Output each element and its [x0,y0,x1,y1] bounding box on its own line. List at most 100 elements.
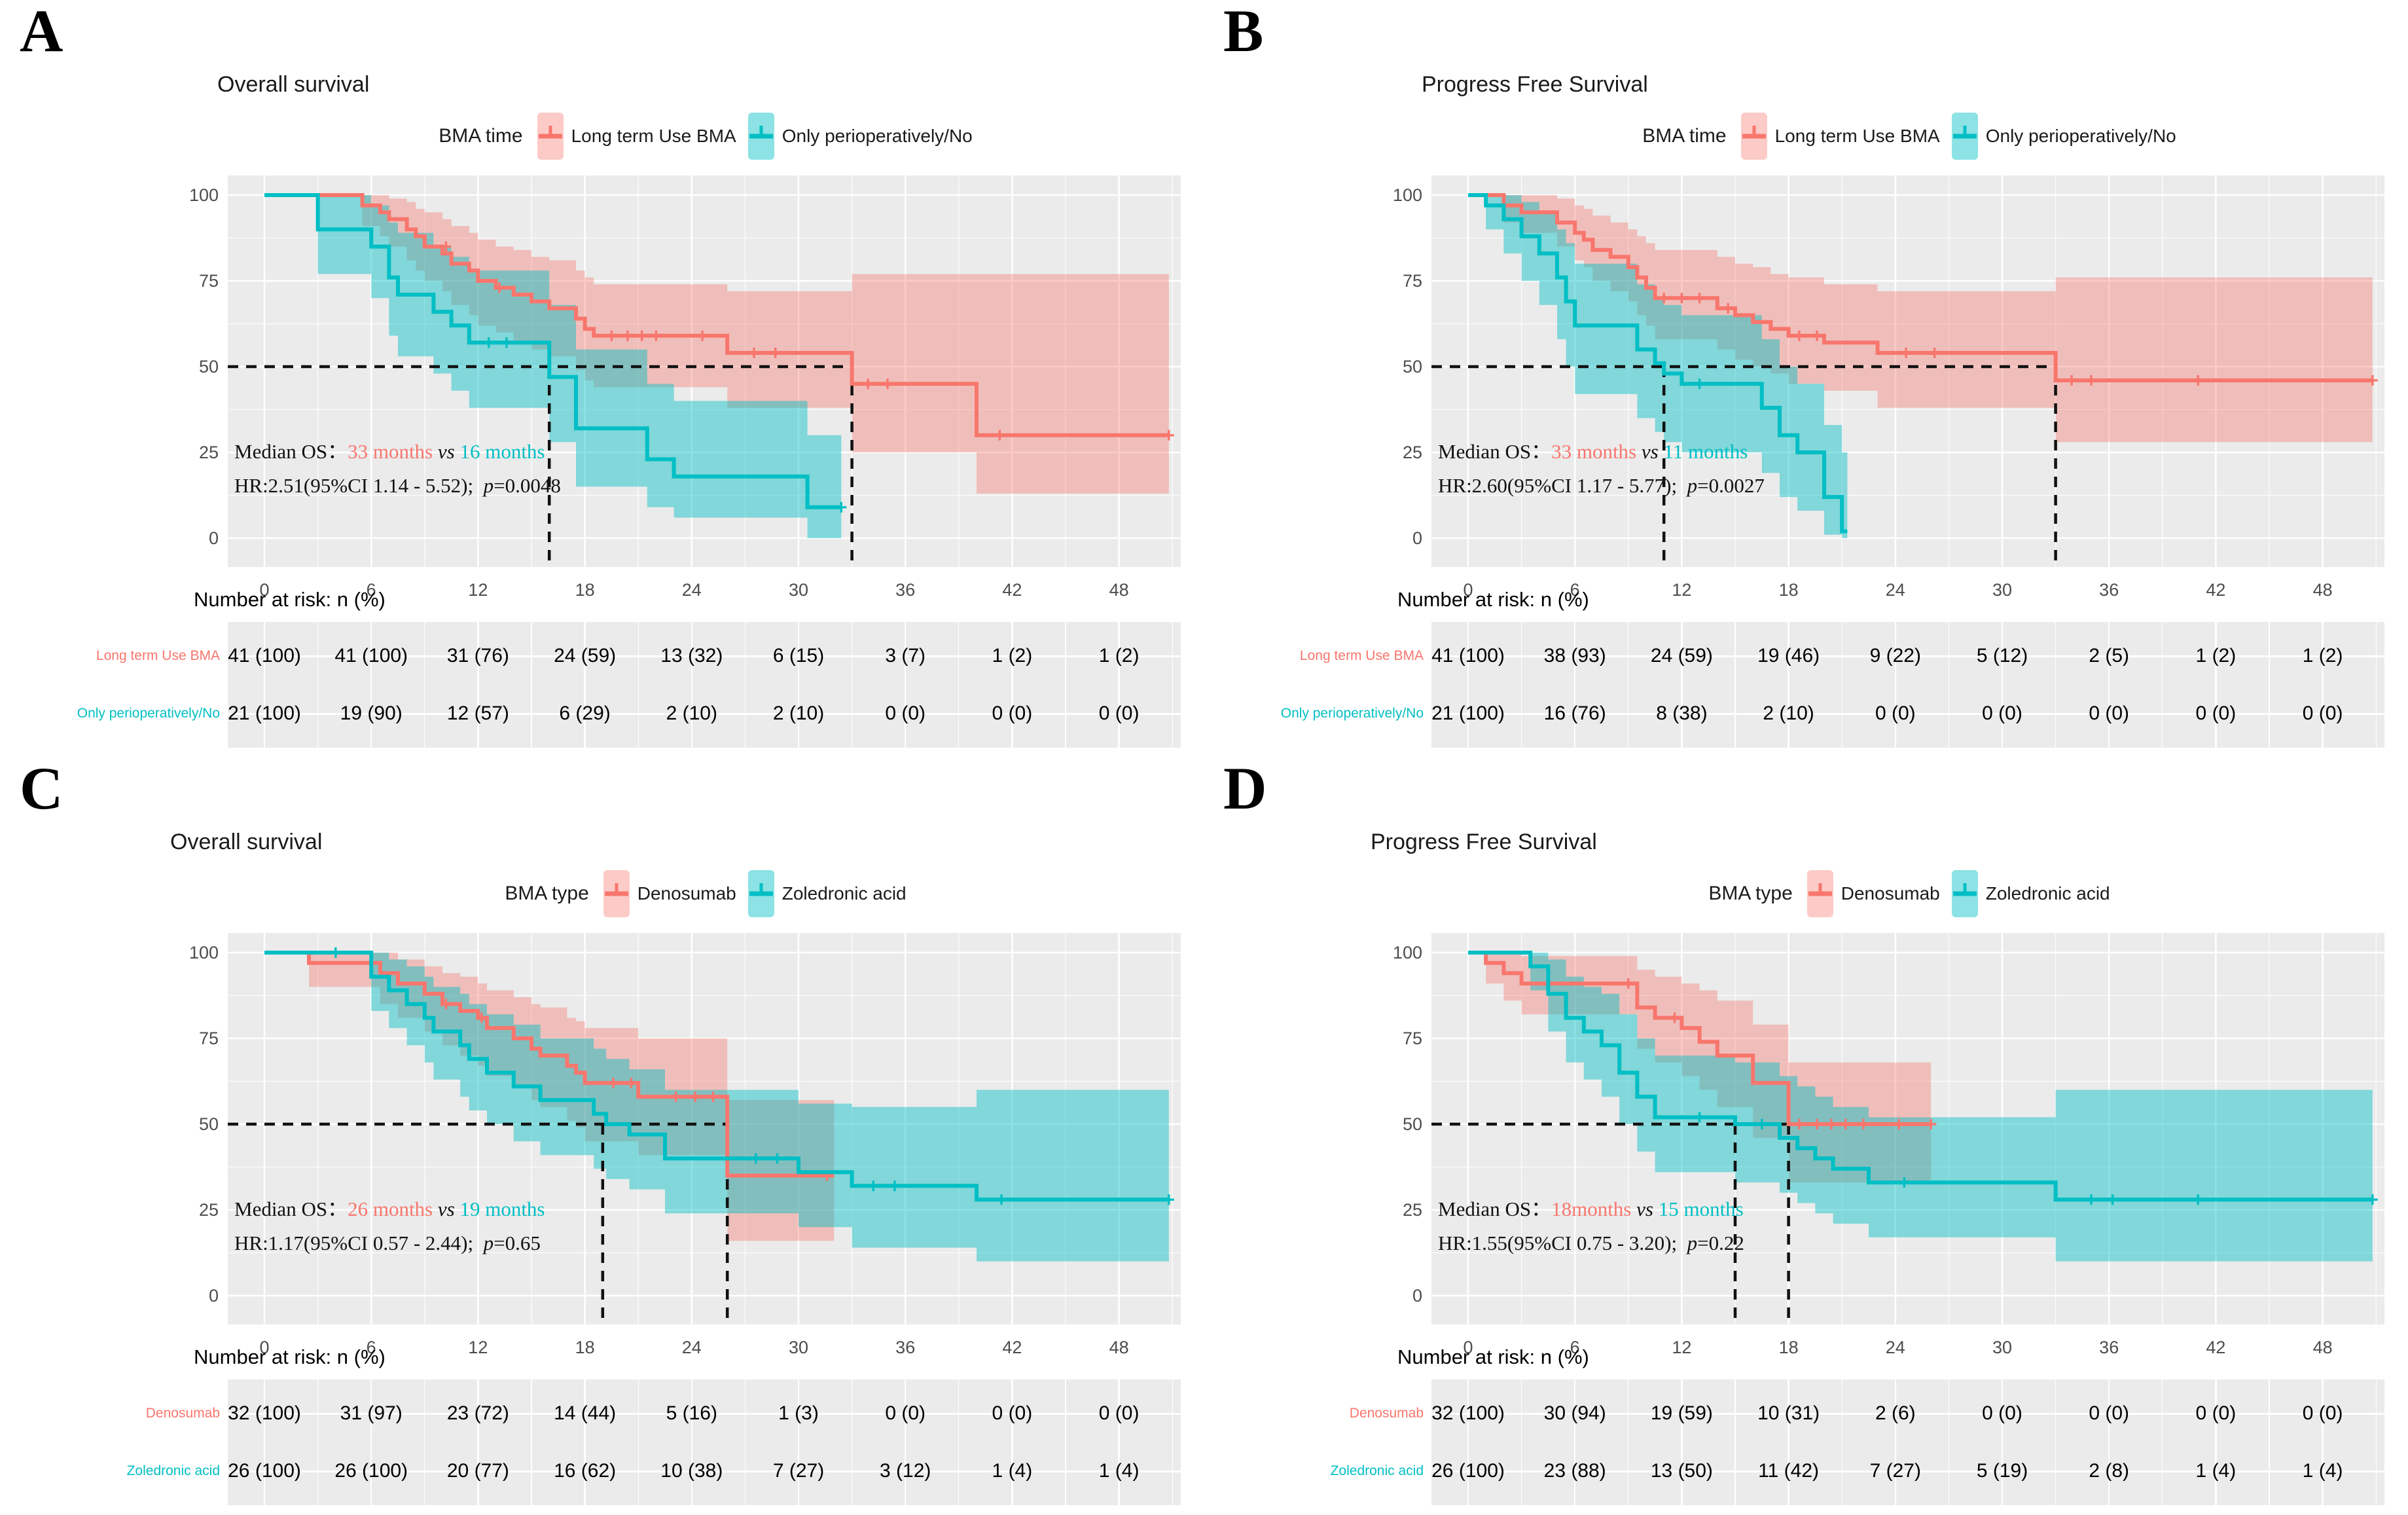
km-curve [264,951,1169,1202]
risk-count: 1 (4) [2302,1460,2343,1482]
risk-grid-line [424,622,425,748]
panel-a: A Overall survival BMA time Long term Use B… [0,0,1204,758]
x-tick-label: 42 [1002,580,1022,600]
hr-text: HR:2.51(95%CI 1.14 - 5.52); [234,474,474,497]
risk-grid-line [2215,622,2217,748]
p-label: p [483,474,494,497]
median-label: Median OS： [1438,440,1552,463]
risk-count: 3 (12) [880,1460,931,1482]
y-tick-label: 75 [1403,271,1422,291]
risk-count: 0 (0) [2195,1402,2237,1424]
legend-entry: Long term Use BMA [536,109,736,164]
y-tick-label: 100 [1393,943,1422,962]
risk-count: 41 (100) [334,645,408,666]
legend-key-icon [1951,870,1978,917]
x-tick-label: 18 [575,580,595,600]
risk-grid-line [1681,622,1683,748]
km-curve [1468,951,2373,1202]
risk-count: 1 (2) [2302,645,2343,666]
median-line: Median OS：26 months vs 19 months [234,1192,545,1226]
y-tick-label: 50 [199,1114,219,1134]
legend: BMA time Long term Use BMA Only perioperat… [229,109,1182,164]
risk-count: 26 (100) [334,1460,408,1482]
risk-count: 24 (59) [554,645,617,666]
p-label: p [1687,474,1698,497]
legend-label: Long term Use BMA [1774,126,1940,146]
risk-count: 23 (88) [1543,1460,1606,1482]
risk-count: 5 (16) [666,1402,717,1424]
legend-label: Only perioperatively/No [782,126,973,146]
risk-grid-line [1172,1379,1173,1505]
risk-grid-line [317,622,319,748]
hr-line: HR:2.60(95%CI 1.17 - 5.77); p=0.0027 [1438,469,1765,503]
x-tick-label: 42 [2206,580,2225,600]
risk-count: 7 (27) [772,1460,825,1482]
hr-line: HR:1.55(95%CI 0.75 - 3.20); p=0.22 [1438,1226,1744,1260]
panel-letter: A [20,0,63,64]
risk-grid-line [1573,1379,1576,1505]
legend-entry: Zoledronic acid [1950,866,2110,921]
x-tick-label: 48 [1109,1338,1129,1357]
risk-count: 2 (5) [2089,645,2130,666]
panel-letter: B [1223,0,1264,64]
legend: BMA type Denosumab Zoledronic acid [1433,866,2386,921]
risk-table-header: Number at risk: n (%) [1397,588,1589,611]
risk-count: 12 (57) [446,703,509,724]
hr-text: HR:1.55(95%CI 0.75 - 3.20); [1438,1232,1678,1254]
x-tick-label: 0 [259,1338,269,1357]
x-tick-label: 30 [1992,1338,2012,1357]
median-line: Median OS：33 months vs 11 months [1438,435,1765,469]
risk-grid-line [2162,622,2163,748]
risk-count: 0 (0) [2302,1402,2343,1424]
risk-grid-line [1573,622,1576,748]
risk-grid-line [1011,622,1013,748]
legend-entry: Denosumab [1806,866,1940,921]
median-label: Median OS： [234,1197,348,1220]
risk-grid-line [2001,622,2004,748]
median-value-red: 33 months [1551,440,1637,463]
y-tick-label: 100 [189,943,219,962]
y-tick-label: 0 [1412,1286,1422,1305]
x-tick-label: 36 [895,1338,915,1357]
risk-count: 0 (0) [992,1402,1033,1424]
legend: BMA time Long term Use BMA Only perioperat… [1433,109,2386,164]
km-plot-c: 0 6 12 18 24 30 36 42 48 0 25 50 75 100 [189,933,1181,1357]
median-annotation: Median OS：33 months vs 11 months HR:2.60(… [1438,435,1765,503]
risk-grid-line [1065,622,1066,748]
risk-count: 32 (100) [228,1402,301,1424]
risk-count: 1 (4) [1098,1460,1140,1482]
x-tick-label: 0 [259,580,269,600]
risk-count: 2 (8) [2089,1460,2130,1482]
risk-count: 0 (0) [2195,703,2237,724]
risk-grid-line [2322,1379,2324,1505]
x-tick-label: 24 [682,580,702,600]
y-tick-label: 0 [1412,528,1422,548]
risk-table-header: Number at risk: n (%) [194,1345,386,1368]
risk-grid-line [1734,1379,1736,1505]
risk-grid-line [317,1379,319,1505]
ci-band [264,953,835,1241]
risk-grid-line [2215,1379,2217,1505]
x-tick-label: 0 [1463,580,1473,600]
risk-table-header: Number at risk: n (%) [194,588,386,611]
risk-count: 0 (0) [1982,1402,2022,1424]
risk-count: 0 (0) [1875,703,1916,724]
risk-grid-line [2375,622,2377,748]
ci-band [264,195,1169,494]
risk-grid-line [1681,1379,1683,1505]
risk-count: 0 (0) [2089,703,2130,724]
risk-grid-line [2375,1379,2377,1505]
x-tick-label: 24 [1886,1338,1905,1357]
risk-grid-line [1118,1379,1120,1505]
risk-grid-line [1011,1379,1013,1505]
y-tick-label: 100 [189,185,219,205]
risk-count: 2 (6) [1875,1402,1916,1424]
y-tick-label: 100 [1393,185,1422,205]
risk-count: 6 (15) [772,645,825,666]
risk-count: 1 (4) [992,1460,1033,1482]
risk-grid-line [370,622,372,748]
risk-count: 24 (59) [1650,645,1713,666]
legend: BMA type Denosumab Zoledronic acid [229,866,1182,921]
risk-grid-line [1520,1379,1522,1505]
median-value-teal: 11 months [1663,440,1748,463]
